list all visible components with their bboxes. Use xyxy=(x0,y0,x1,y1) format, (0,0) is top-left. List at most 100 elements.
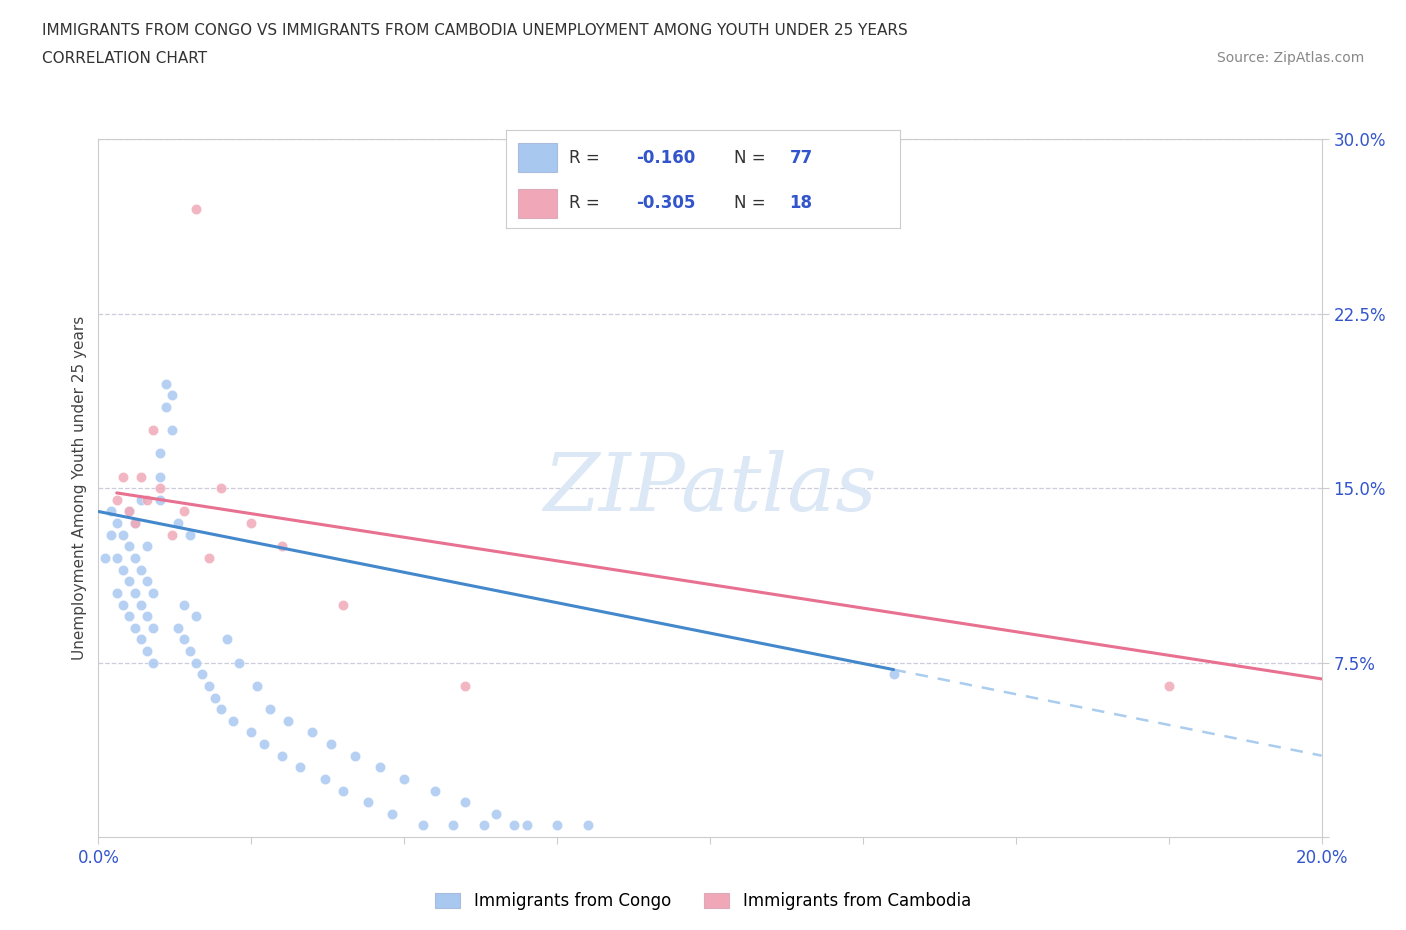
Point xyxy=(454,679,477,694)
Text: 77: 77 xyxy=(790,149,813,166)
Text: N =: N = xyxy=(734,149,772,166)
Point xyxy=(167,515,190,530)
Point xyxy=(111,597,134,612)
Point xyxy=(142,586,165,601)
Point xyxy=(111,562,134,577)
Point xyxy=(105,515,128,530)
Text: R =: R = xyxy=(569,149,605,166)
Point xyxy=(124,551,146,565)
Point xyxy=(136,609,159,624)
Point xyxy=(136,574,159,589)
Text: R =: R = xyxy=(569,194,605,212)
Point xyxy=(118,609,141,624)
Point xyxy=(129,597,152,612)
Point xyxy=(454,794,477,809)
Point xyxy=(332,783,354,798)
Point xyxy=(503,818,526,833)
Text: CORRELATION CHART: CORRELATION CHART xyxy=(42,51,207,66)
Point xyxy=(240,725,263,740)
Point xyxy=(472,818,495,833)
Point xyxy=(197,679,219,694)
Text: Source: ZipAtlas.com: Source: ZipAtlas.com xyxy=(1216,51,1364,65)
Point xyxy=(186,609,208,624)
Point xyxy=(546,818,568,833)
Point xyxy=(209,701,232,716)
Point xyxy=(124,586,146,601)
Point xyxy=(118,574,141,589)
Point xyxy=(270,539,292,554)
Point xyxy=(301,725,323,740)
Point xyxy=(228,655,250,670)
Point xyxy=(368,760,391,775)
Point xyxy=(129,632,152,647)
Point xyxy=(576,818,599,833)
Point xyxy=(173,632,195,647)
Point xyxy=(485,806,508,821)
Point xyxy=(118,539,141,554)
FancyBboxPatch shape xyxy=(517,143,557,172)
Point xyxy=(412,818,434,833)
Point xyxy=(319,737,342,751)
Text: -0.160: -0.160 xyxy=(636,149,696,166)
Point xyxy=(136,493,159,508)
Point xyxy=(516,818,538,833)
Point xyxy=(167,620,190,635)
Point xyxy=(381,806,404,821)
Point xyxy=(136,644,159,658)
Point xyxy=(124,620,146,635)
Legend: Immigrants from Congo, Immigrants from Cambodia: Immigrants from Congo, Immigrants from C… xyxy=(429,885,977,917)
Point xyxy=(270,748,292,763)
Point xyxy=(118,504,141,519)
Text: 18: 18 xyxy=(790,194,813,212)
Point xyxy=(883,667,905,682)
Point xyxy=(129,493,152,508)
Point xyxy=(105,493,128,508)
Point xyxy=(149,469,172,484)
Point xyxy=(423,783,446,798)
Point xyxy=(100,504,122,519)
Point xyxy=(155,376,177,391)
Point xyxy=(118,504,141,519)
FancyBboxPatch shape xyxy=(517,189,557,219)
Point xyxy=(136,539,159,554)
Point xyxy=(314,772,336,787)
Text: ZIPatlas: ZIPatlas xyxy=(543,449,877,527)
Point xyxy=(105,586,128,601)
Point xyxy=(160,422,183,438)
Point xyxy=(179,527,201,542)
Point xyxy=(93,551,115,565)
Point xyxy=(344,748,367,763)
Point xyxy=(173,504,195,519)
Text: N =: N = xyxy=(734,194,772,212)
Point xyxy=(392,772,416,787)
Point xyxy=(129,562,152,577)
Point xyxy=(124,515,146,530)
Point xyxy=(197,551,219,565)
Point xyxy=(100,527,122,542)
Point xyxy=(160,388,183,403)
Point xyxy=(129,469,152,484)
Point xyxy=(155,400,177,415)
Point xyxy=(186,655,208,670)
Point xyxy=(111,469,134,484)
Point xyxy=(142,422,165,438)
Text: IMMIGRANTS FROM CONGO VS IMMIGRANTS FROM CAMBODIA UNEMPLOYMENT AMONG YOUTH UNDER: IMMIGRANTS FROM CONGO VS IMMIGRANTS FROM… xyxy=(42,23,908,38)
Point xyxy=(142,620,165,635)
Point xyxy=(209,481,232,496)
Point xyxy=(191,667,214,682)
Point xyxy=(105,551,128,565)
Point xyxy=(179,644,201,658)
Point xyxy=(356,794,378,809)
Point xyxy=(149,493,172,508)
Point xyxy=(277,713,299,728)
Point xyxy=(290,760,312,775)
Point xyxy=(204,690,226,705)
Point xyxy=(259,701,281,716)
Point xyxy=(441,818,464,833)
Text: -0.305: -0.305 xyxy=(636,194,696,212)
Point xyxy=(332,597,354,612)
Point xyxy=(124,515,146,530)
Point xyxy=(111,527,134,542)
Point xyxy=(160,527,183,542)
Y-axis label: Unemployment Among Youth under 25 years: Unemployment Among Youth under 25 years xyxy=(72,316,87,660)
